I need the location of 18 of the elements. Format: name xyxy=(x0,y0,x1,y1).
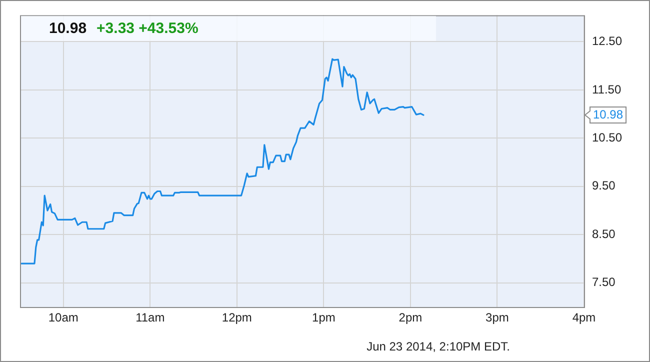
y-tick-label: 12.50 xyxy=(592,34,622,48)
chart-subtitle: +3.33 +43.53% xyxy=(96,20,198,37)
x-tick-label: 12pm xyxy=(222,310,252,325)
chart-title: 10.98 xyxy=(49,20,87,37)
x-tick-label: 3pm xyxy=(486,310,509,325)
y-tick-label: 11.50 xyxy=(592,82,622,96)
x-tick-label: 1pm xyxy=(312,310,336,325)
y-tick-label: 8.50 xyxy=(592,226,616,241)
text: Jun 23 2014, 2:10PM EDT. xyxy=(366,339,510,354)
header-panel: 10.98 +3.33 +43.53% xyxy=(21,16,436,41)
x-tick-label: 11am xyxy=(136,310,165,325)
y-tick-label: 9.50 xyxy=(592,178,616,193)
x-tick-label: 10am xyxy=(48,310,78,325)
y-tick-label: 7.50 xyxy=(592,275,616,290)
x-tick-label: 2pm xyxy=(398,310,422,325)
text: 10.98 xyxy=(593,107,624,122)
y-tick-label: 10.50 xyxy=(592,130,622,145)
x-tick-label: 4pm xyxy=(572,310,596,325)
